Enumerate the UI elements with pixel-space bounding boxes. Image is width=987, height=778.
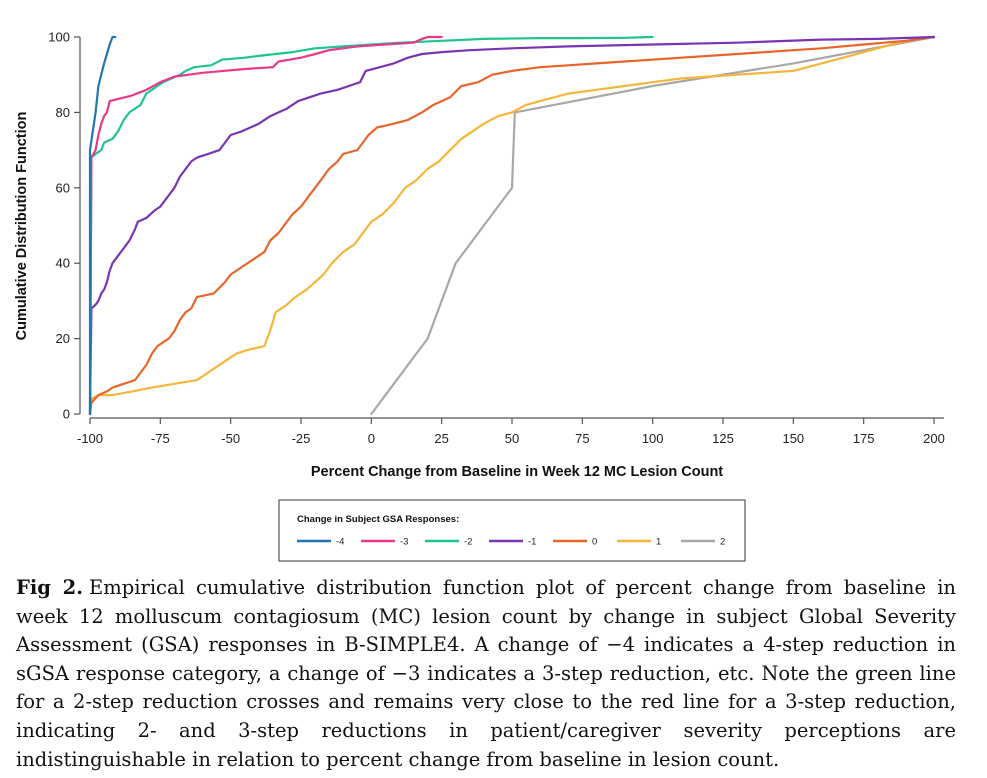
x-tick-label: 175 [853,431,875,446]
y-tick-label: 40 [56,256,70,271]
y-tick-label: 60 [56,180,70,195]
y-tick-label: 100 [48,30,70,45]
chart-series [88,35,936,416]
series-line-0 [88,35,936,416]
legend-label--1: -1 [528,537,536,548]
y-tick-label: 20 [56,331,70,346]
x-tick-label: 125 [712,431,734,446]
x-axis-title: Percent Change from Baseline in Week 12 … [311,464,723,480]
chart-legend: Change in Subject GSA Responses: -4 -3 -2 -… [278,499,746,562]
series-line--1 [88,35,936,416]
x-tick-label: -50 [221,431,240,446]
legend-label-1: 1 [656,537,661,548]
figure-caption: Fig 2. Empirical cumulative distribution … [16,574,956,774]
chart-axes: 0 20 40 60 80 100 -100 -75 -50 -25 0 25 50 75 100 125 15… [48,30,945,447]
y-tick-label: 0 [63,407,70,422]
series-line-2 [370,35,936,416]
x-tick-label: 200 [923,431,945,446]
x-tick-label: 100 [642,431,664,446]
legend-title: Change in Subject GSA Responses: [297,514,459,525]
x-tick-label: -100 [77,431,103,446]
x-tick-label: 50 [505,431,519,446]
legend-label-0: 0 [592,537,597,548]
caption-text: Empirical cumulative distribution functi… [16,576,956,771]
y-axis-title: Cumulative Distribution Function [14,112,30,341]
series-line--3 [88,35,443,416]
legend-label-2: 2 [720,537,725,548]
x-tick-label: -75 [151,431,170,446]
figure-label: Fig 2. [16,576,84,599]
series-line--4 [88,35,117,416]
legend-box [278,499,746,562]
x-tick-label: -25 [292,431,311,446]
x-tick-label: 25 [434,431,448,446]
legend-label--3: -3 [400,537,408,548]
series-line-1 [88,35,936,416]
legend-label--4: -4 [336,537,344,548]
legend-label--2: -2 [464,537,472,548]
x-tick-label: 75 [575,431,589,446]
x-tick-label: 150 [782,431,804,446]
y-tick-label: 80 [56,105,70,120]
x-tick-label: 0 [368,431,375,446]
